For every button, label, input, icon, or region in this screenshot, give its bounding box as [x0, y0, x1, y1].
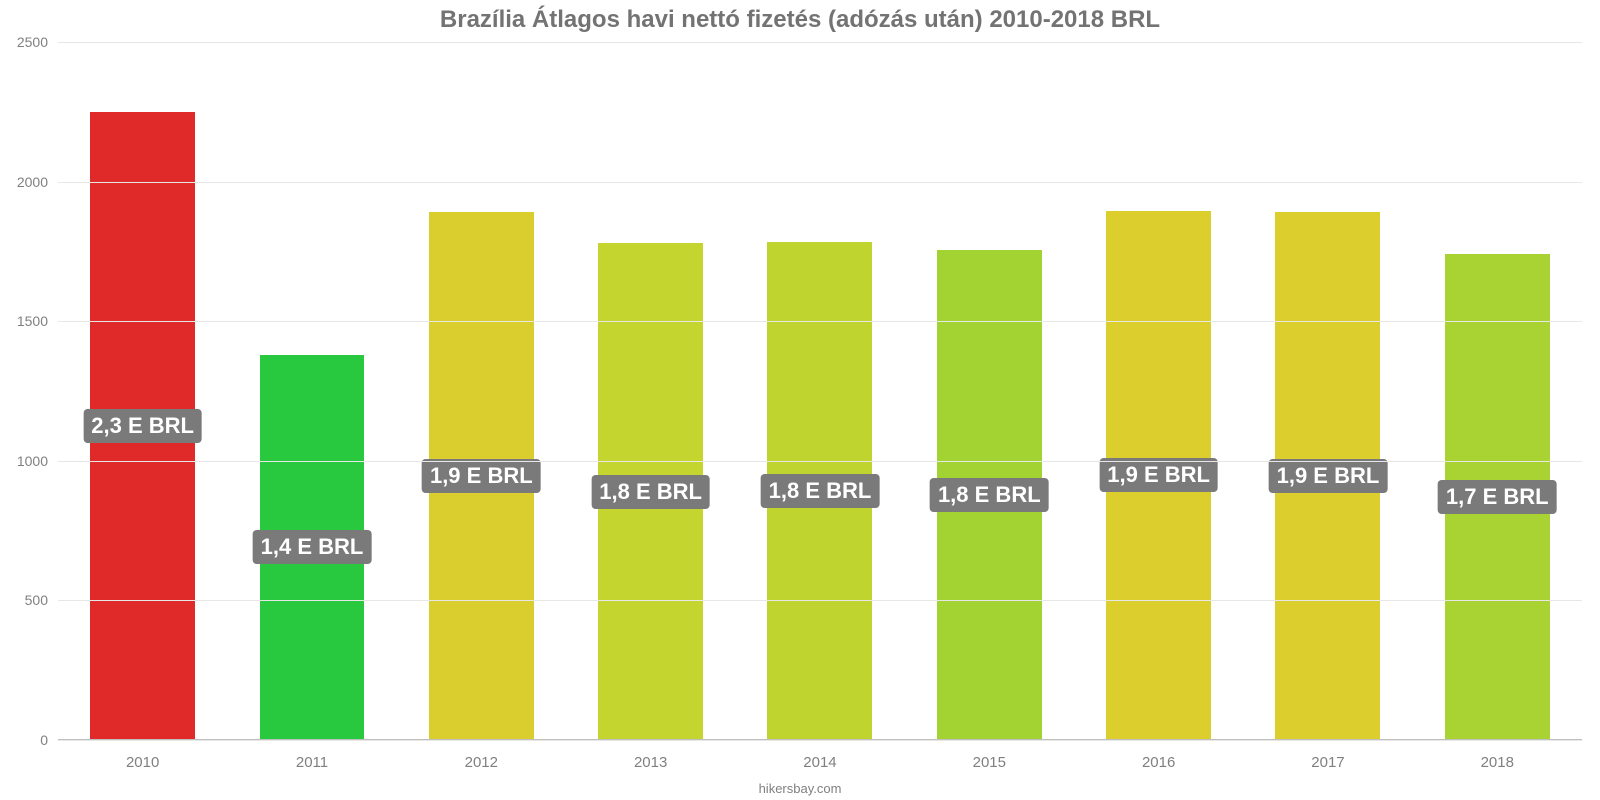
- bar: 1,4 E BRL: [260, 355, 365, 740]
- watermark-text: hikersbay.com: [759, 781, 842, 796]
- gridline: [58, 461, 1582, 462]
- gridline: [58, 321, 1582, 322]
- salary-bar-chart: Brazília Átlagos havi nettó fizetés (adó…: [0, 0, 1600, 800]
- y-tick-label: 2500: [17, 34, 58, 50]
- y-tick-label: 2000: [17, 174, 58, 190]
- value-badge: 1,8 E BRL: [591, 475, 710, 509]
- bar: 2,3 E BRL: [90, 112, 195, 740]
- bar-slot: 1,9 E BRL2012: [397, 42, 566, 740]
- value-badge: 1,9 E BRL: [1099, 458, 1218, 492]
- bar: 1,9 E BRL: [1106, 211, 1211, 740]
- bar: 1,9 E BRL: [429, 212, 534, 740]
- x-tick-label: 2011: [227, 740, 396, 771]
- x-tick-label: 2010: [58, 740, 227, 771]
- x-tick-label: 2017: [1243, 740, 1412, 771]
- plot-area: 2,3 E BRL20101,4 E BRL20111,9 E BRL20121…: [58, 42, 1582, 740]
- bar-slot: 1,8 E BRL2014: [735, 42, 904, 740]
- value-badge: 1,9 E BRL: [1269, 459, 1388, 493]
- gridline: [58, 740, 1582, 741]
- y-tick-label: 1500: [17, 313, 58, 329]
- bar-slot: 1,7 E BRL2018: [1413, 42, 1582, 740]
- chart-title: Brazília Átlagos havi nettó fizetés (adó…: [0, 0, 1600, 34]
- bar: 1,8 E BRL: [598, 243, 703, 740]
- bar: 1,9 E BRL: [1275, 212, 1380, 740]
- value-badge: 1,9 E BRL: [422, 459, 541, 493]
- bar-slot: 1,8 E BRL2015: [905, 42, 1074, 740]
- value-badge: 1,7 E BRL: [1438, 480, 1557, 514]
- bar: 1,8 E BRL: [767, 242, 872, 740]
- x-tick-label: 2012: [397, 740, 566, 771]
- gridline: [58, 600, 1582, 601]
- y-tick-label: 0: [40, 732, 58, 748]
- x-tick-label: 2016: [1074, 740, 1243, 771]
- bars-container: 2,3 E BRL20101,4 E BRL20111,9 E BRL20121…: [58, 42, 1582, 740]
- bar-slot: 1,9 E BRL2016: [1074, 42, 1243, 740]
- gridline: [58, 42, 1582, 43]
- y-tick-label: 1000: [17, 453, 58, 469]
- bar: 1,7 E BRL: [1445, 254, 1550, 740]
- gridline: [58, 182, 1582, 183]
- value-badge: 1,8 E BRL: [930, 478, 1049, 512]
- bar-slot: 1,9 E BRL2017: [1243, 42, 1412, 740]
- bar-slot: 1,8 E BRL2013: [566, 42, 735, 740]
- value-badge: 2,3 E BRL: [83, 409, 202, 443]
- bar-slot: 1,4 E BRL2011: [227, 42, 396, 740]
- value-badge: 1,8 E BRL: [761, 474, 880, 508]
- x-tick-label: 2014: [735, 740, 904, 771]
- x-tick-label: 2018: [1413, 740, 1582, 771]
- x-tick-label: 2015: [905, 740, 1074, 771]
- x-tick-label: 2013: [566, 740, 735, 771]
- y-tick-label: 500: [25, 592, 58, 608]
- bar-slot: 2,3 E BRL2010: [58, 42, 227, 740]
- value-badge: 1,4 E BRL: [253, 530, 372, 564]
- bar: 1,8 E BRL: [937, 250, 1042, 740]
